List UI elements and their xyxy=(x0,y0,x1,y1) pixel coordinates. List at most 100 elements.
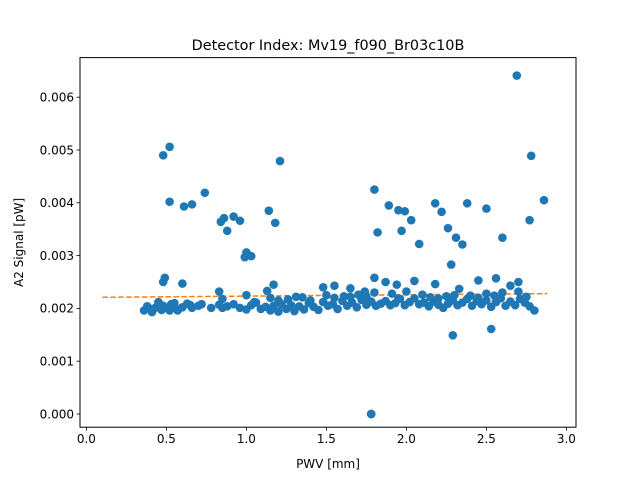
data-point xyxy=(158,150,168,160)
data-point xyxy=(522,292,531,302)
data-point xyxy=(410,294,419,303)
data-point xyxy=(526,151,536,161)
x-axis: 0.0 0.5 1.0 1.5 2.0 2.5 3.0 xyxy=(77,427,576,446)
data-point xyxy=(250,297,259,307)
data-point xyxy=(430,279,440,289)
data-point xyxy=(206,303,216,313)
data-point xyxy=(498,288,507,297)
data-point xyxy=(178,279,187,288)
x-axis-label: PWV [mm] xyxy=(296,457,360,471)
data-point xyxy=(437,207,446,217)
data-point xyxy=(392,280,402,289)
data-point xyxy=(200,188,210,198)
data-point xyxy=(442,291,451,301)
data-point xyxy=(352,303,362,312)
data-point xyxy=(197,299,206,309)
data-point xyxy=(512,71,522,80)
y-tick-label: 0.003 xyxy=(40,249,74,263)
x-tick-label: 2.0 xyxy=(397,432,416,446)
data-point xyxy=(299,305,309,314)
plot-frame xyxy=(79,57,577,428)
data-point xyxy=(219,213,229,223)
data-point xyxy=(264,206,274,216)
y-axis: 0.000 0.001 0.002 0.003 0.004 0.005 0.006 xyxy=(40,91,80,421)
data-point xyxy=(486,324,496,334)
data-point xyxy=(482,204,491,213)
data-point xyxy=(434,294,443,303)
chart-title: Detector Index: Mv19_f090_Br03c10B xyxy=(192,38,465,54)
data-point xyxy=(262,286,272,296)
data-point xyxy=(266,293,275,303)
data-point xyxy=(458,240,467,249)
data-point xyxy=(506,281,515,290)
data-point xyxy=(400,206,410,216)
data-point xyxy=(346,292,355,302)
data-point xyxy=(387,289,397,298)
data-point xyxy=(384,201,394,210)
x-tick-label: 2.5 xyxy=(477,432,496,446)
y-tick-label: 0.001 xyxy=(40,355,74,369)
data-point xyxy=(360,287,370,296)
data-point xyxy=(229,212,238,221)
data-point xyxy=(322,290,331,300)
data-point xyxy=(291,292,301,302)
data-point xyxy=(466,291,475,301)
data-point xyxy=(514,277,523,287)
data-point xyxy=(165,142,174,152)
data-point xyxy=(370,185,379,194)
data-point xyxy=(474,293,483,303)
data-point xyxy=(246,251,256,261)
y-tick-label: 0.006 xyxy=(40,91,74,105)
data-point xyxy=(229,299,238,309)
data-point xyxy=(270,218,280,228)
data-point xyxy=(397,226,406,236)
data-point xyxy=(346,284,355,293)
data-point xyxy=(330,293,339,303)
data-point xyxy=(370,288,379,297)
data-point xyxy=(314,305,323,315)
data-point xyxy=(283,295,293,304)
data-point xyxy=(354,290,363,299)
data-point xyxy=(298,293,307,302)
data-points-layer xyxy=(139,71,549,419)
data-point xyxy=(186,300,195,310)
data-point xyxy=(381,277,390,287)
y-tick-label: 0.002 xyxy=(40,302,74,316)
x-tick-label: 1.0 xyxy=(237,432,256,446)
data-point xyxy=(370,273,379,283)
data-point xyxy=(222,226,232,236)
data-point xyxy=(402,287,411,296)
data-point xyxy=(430,199,440,208)
data-point xyxy=(450,290,459,300)
data-point xyxy=(410,276,419,286)
data-point xyxy=(154,297,163,307)
data-point xyxy=(165,197,174,207)
data-point xyxy=(269,280,278,289)
data-point xyxy=(366,409,376,419)
data-point xyxy=(160,273,170,283)
data-point xyxy=(179,202,189,211)
y-tick-label: 0.000 xyxy=(40,407,74,421)
data-point xyxy=(187,200,197,209)
data-point xyxy=(406,215,416,225)
data-point xyxy=(462,199,472,208)
data-point xyxy=(530,306,539,315)
data-point xyxy=(482,296,491,305)
data-point xyxy=(448,331,458,340)
y-tick-label: 0.004 xyxy=(40,196,74,210)
data-point xyxy=(451,233,461,242)
data-point xyxy=(443,223,453,233)
data-point xyxy=(235,216,245,226)
data-point xyxy=(274,307,283,316)
data-point xyxy=(330,281,339,290)
data-point xyxy=(170,298,179,308)
data-point xyxy=(333,304,342,314)
y-tick-label: 0.005 xyxy=(40,143,74,157)
data-point xyxy=(446,260,456,269)
data-point xyxy=(482,289,491,298)
x-tick-label: 0.0 xyxy=(77,432,96,446)
data-point xyxy=(491,274,501,283)
data-point xyxy=(426,293,435,302)
data-point xyxy=(418,290,427,299)
